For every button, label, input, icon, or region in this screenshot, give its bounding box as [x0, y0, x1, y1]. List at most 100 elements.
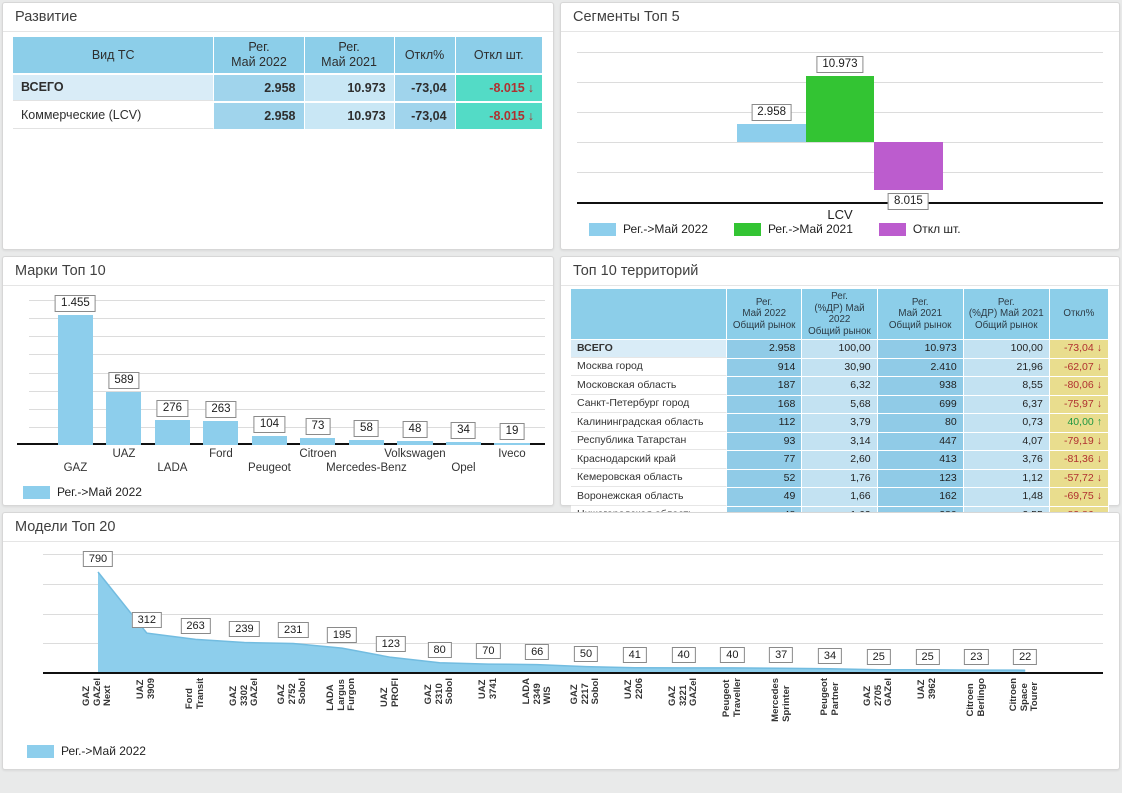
- chart-bar[interactable]: [154, 420, 190, 445]
- cell-territory-name[interactable]: Калининградская область: [571, 413, 728, 432]
- cell-p2021[interactable]: 1,48: [963, 487, 1050, 506]
- cell-v2021[interactable]: 162: [877, 487, 964, 506]
- chart-bar[interactable]: [348, 439, 384, 445]
- cell-v2021[interactable]: 938: [877, 376, 964, 395]
- cell-p2021[interactable]: 8,55: [963, 376, 1050, 395]
- cell-reg-may-2022[interactable]: 2.958: [214, 101, 305, 129]
- cell-vehicle-type[interactable]: Коммерческие (LCV): [13, 101, 215, 129]
- cell-v2021[interactable]: 123: [877, 468, 964, 487]
- cell-deviation-pct[interactable]: -79,19 ↓: [1049, 431, 1109, 450]
- legend-item[interactable]: Рег.->Май 2022: [27, 744, 146, 758]
- column-header-deviation-pct[interactable]: Откл%: [1049, 289, 1109, 339]
- cell-deviation-pct[interactable]: -81,36 ↓: [1049, 450, 1109, 469]
- territory-row[interactable]: Московская область 187 6,32 938 8,55 -80,06 ↓: [571, 376, 1109, 395]
- chart-bar[interactable]: [106, 392, 142, 445]
- cell-deviation-pct[interactable]: -73,04: [394, 73, 456, 101]
- cell-territory-name[interactable]: Санкт-Петербург город: [571, 394, 728, 413]
- cell-vehicle-type[interactable]: ВСЕГО: [13, 73, 215, 101]
- cell-deviation-pct[interactable]: -80,06 ↓: [1049, 376, 1109, 395]
- cell-deviation-units[interactable]: -8.015 ↓: [455, 101, 543, 129]
- column-header-reg-may-2021[interactable]: Рег. Май 2021: [304, 37, 395, 73]
- cell-v2022[interactable]: 914: [727, 357, 803, 376]
- cell-v2021[interactable]: 447: [877, 431, 964, 450]
- territory-row[interactable]: Краснодарский край 77 2,60 413 3,76 -81,36 ↓: [571, 450, 1109, 469]
- column-header-reg-may-2022[interactable]: Рег. Май 2022: [214, 37, 305, 73]
- cell-p2022[interactable]: 3,79: [802, 413, 878, 432]
- cell-v2021[interactable]: 2.410: [877, 357, 964, 376]
- cell-territory-name[interactable]: Краснодарский край: [571, 450, 728, 469]
- cell-p2021[interactable]: 1,12: [963, 468, 1050, 487]
- cell-v2022[interactable]: 49: [727, 487, 803, 506]
- cell-deviation-units[interactable]: -8.015 ↓: [455, 73, 543, 101]
- legend-item[interactable]: Рег.->Май 2022: [23, 485, 142, 499]
- column-header-share-may-2022-market[interactable]: Рег. (%ДР) Май 2022 Общий рынок: [802, 289, 878, 339]
- cell-v2022[interactable]: 2.958: [727, 339, 803, 358]
- column-header-reg-may-2021-market[interactable]: Рег. Май 2021 Общий рынок: [877, 289, 964, 339]
- territory-row[interactable]: ВСЕГО 2.958 100,00 10.973 100,00 -73,04 ↓: [571, 339, 1109, 358]
- cell-p2021[interactable]: 4,07: [963, 431, 1050, 450]
- cell-territory-name[interactable]: Москва город: [571, 357, 728, 376]
- chart-bar[interactable]: [57, 314, 93, 445]
- cell-reg-may-2022[interactable]: 2.958: [214, 73, 305, 101]
- cell-reg-may-2021[interactable]: 10.973: [304, 73, 395, 101]
- chart-bar[interactable]: [737, 124, 806, 143]
- column-header-territory[interactable]: [571, 289, 728, 339]
- legend-item[interactable]: Рег.->Май 2022: [589, 222, 708, 236]
- cell-p2022[interactable]: 2,60: [802, 450, 878, 469]
- cell-p2022[interactable]: 3,14: [802, 431, 878, 450]
- cell-reg-may-2021[interactable]: 10.973: [304, 101, 395, 129]
- cell-territory-name[interactable]: Воронежская область: [571, 487, 728, 506]
- cell-v2022[interactable]: 52: [727, 468, 803, 487]
- cell-p2021[interactable]: 6,37: [963, 394, 1050, 413]
- cell-deviation-pct[interactable]: -69,75 ↓: [1049, 487, 1109, 506]
- territory-row[interactable]: Республика Татарстан 93 3,14 447 4,07 -79,19 ↓: [571, 431, 1109, 450]
- table-row-total[interactable]: ВСЕГО 2.958 10.973 -73,04 -8.015 ↓: [13, 73, 543, 101]
- cell-p2022[interactable]: 1,66: [802, 487, 878, 506]
- cell-deviation-pct[interactable]: -73,04: [394, 101, 456, 129]
- chart-bar[interactable]: [203, 421, 239, 445]
- cell-territory-name[interactable]: ВСЕГО: [571, 339, 728, 358]
- cell-p2022[interactable]: 6,32: [802, 376, 878, 395]
- territory-row[interactable]: Калининградская область 112 3,79 80 0,73 40,0…: [571, 413, 1109, 432]
- column-header-deviation-pct[interactable]: Откл%: [394, 37, 456, 73]
- cell-p2021[interactable]: 21,96: [963, 357, 1050, 376]
- legend-item[interactable]: Рег.->Май 2021: [733, 222, 853, 236]
- cell-v2021[interactable]: 80: [877, 413, 964, 432]
- cell-p2021[interactable]: 0,73: [963, 413, 1050, 432]
- cell-p2022[interactable]: 30,90: [802, 357, 878, 376]
- territory-row[interactable]: Воронежская область 49 1,66 162 1,48 -69,75 ↓: [571, 487, 1109, 506]
- cell-territory-name[interactable]: Кемеровская область: [571, 468, 728, 487]
- chart-bar[interactable]: [874, 142, 943, 191]
- cell-deviation-pct[interactable]: -62,07 ↓: [1049, 357, 1109, 376]
- chart-bar[interactable]: [251, 435, 287, 445]
- cell-v2022[interactable]: 187: [727, 376, 803, 395]
- column-header-reg-may-2022-market[interactable]: Рег. Май 2022 Общий рынок: [727, 289, 803, 339]
- cell-p2022[interactable]: 5,68: [802, 394, 878, 413]
- cell-deviation-pct[interactable]: 40,00 ↑: [1049, 413, 1109, 432]
- cell-v2021[interactable]: 413: [877, 450, 964, 469]
- cell-deviation-pct[interactable]: -57,72 ↓: [1049, 468, 1109, 487]
- column-header-share-may-2021-market[interactable]: Рег. (%ДР) Май 2021 Общий рынок: [963, 289, 1050, 339]
- cell-territory-name[interactable]: Московская область: [571, 376, 728, 395]
- cell-v2022[interactable]: 168: [727, 394, 803, 413]
- cell-v2022[interactable]: 93: [727, 431, 803, 450]
- cell-v2021[interactable]: 699: [877, 394, 964, 413]
- chart-bar[interactable]: [494, 443, 530, 445]
- column-header-vehicle-type[interactable]: Вид ТС: [13, 37, 215, 73]
- cell-deviation-pct[interactable]: -75,97 ↓: [1049, 394, 1109, 413]
- territory-row[interactable]: Санкт-Петербург город 168 5,68 699 6,37 -75,9…: [571, 394, 1109, 413]
- chart-bar[interactable]: [445, 441, 481, 445]
- table-row-lcv[interactable]: Коммерческие (LCV) 2.958 10.973 -73,04 -…: [13, 101, 543, 129]
- chart-bar[interactable]: [300, 438, 336, 445]
- cell-territory-name[interactable]: Республика Татарстан: [571, 431, 728, 450]
- territory-row[interactable]: Кемеровская область 52 1,76 123 1,12 -57,72 ↓: [571, 468, 1109, 487]
- column-header-deviation-units[interactable]: Откл шт.: [455, 37, 543, 73]
- cell-v2022[interactable]: 112: [727, 413, 803, 432]
- cell-p2022[interactable]: 1,76: [802, 468, 878, 487]
- chart-bar[interactable]: [397, 440, 433, 445]
- cell-v2021[interactable]: 10.973: [877, 339, 964, 358]
- territory-row[interactable]: Москва город 914 30,90 2.410 21,96 -62,07 ↓: [571, 357, 1109, 376]
- chart-bar[interactable]: [805, 76, 875, 143]
- cell-p2021[interactable]: 3,76: [963, 450, 1050, 469]
- legend-item[interactable]: Откл шт.: [878, 222, 961, 236]
